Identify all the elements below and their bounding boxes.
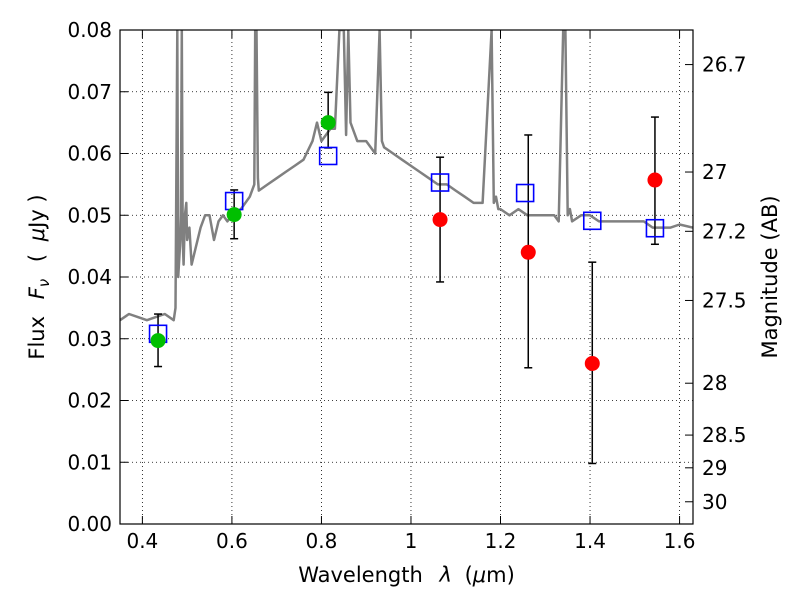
y-tick-label: 0.05 — [67, 203, 112, 227]
y-tick-label: 0.01 — [67, 450, 112, 474]
right-tick-label: 26.7 — [702, 53, 747, 77]
model-spectrum-line — [120, 30, 693, 322]
red-data-point — [520, 244, 536, 260]
x-tick-label: 0.8 — [306, 529, 338, 553]
right-tick-label: 27 — [702, 160, 727, 184]
y-tick-label: 0.00 — [67, 512, 112, 536]
green-data-point — [150, 333, 166, 349]
x-axis-label-unit-mu: μ — [472, 563, 486, 587]
y-tick-label: 0.08 — [67, 18, 112, 42]
y-tick-label: 0.04 — [67, 265, 112, 289]
y-axis-label-unit-open: ( — [25, 254, 49, 262]
right-tick-label: 27.2 — [702, 219, 747, 243]
y-tick-label: 0.07 — [67, 80, 112, 104]
green-data-point — [226, 207, 242, 223]
x-axis-label-unit-rest: m) — [486, 563, 515, 587]
y-tick-label: 0.06 — [67, 142, 112, 166]
red-data-point — [432, 212, 448, 228]
y-axis-label-unit-rest: Jy ) — [25, 194, 49, 230]
red-points-layer — [432, 172, 663, 371]
green-points-layer — [150, 115, 336, 349]
y-tick-label: 0.02 — [67, 389, 112, 413]
right-tick-label: 27.5 — [702, 288, 747, 312]
right-magnitude-ticks: 26.7 27 27.2 27.5 28 28.5 29 30 — [685, 53, 747, 514]
model-square-marker — [645, 218, 665, 238]
x-axis-label-unit-open: ( — [465, 563, 473, 587]
right-axis-label: Magnitude (AB) — [758, 195, 782, 358]
right-tick-label: 29 — [702, 456, 727, 480]
model-square-marker — [430, 173, 450, 192]
x-ticks: 0.4 0.6 0.8 1 1.2 1.4 1.6 — [126, 30, 695, 553]
y-axis-label-var: F — [25, 286, 49, 299]
x-tick-label: 1.6 — [664, 529, 696, 553]
model-spectrum-layer — [120, 30, 693, 322]
x-tick-label: 0.6 — [216, 529, 248, 553]
red-data-point — [584, 355, 600, 371]
model-square-marker — [582, 211, 602, 231]
x-tick-label: 1 — [405, 529, 418, 553]
model-squares-layer — [148, 146, 665, 344]
x-tick-label: 1.2 — [485, 529, 517, 553]
green-data-point — [320, 115, 336, 131]
grid-lines — [120, 29, 693, 525]
error-bars-layer — [154, 91, 659, 465]
right-tick-label: 28.5 — [702, 423, 747, 447]
x-axis-label-var: λ — [438, 563, 451, 587]
model-square-marker — [318, 146, 338, 166]
y-axis-label-unit-mu: μ — [25, 228, 49, 242]
red-data-point — [647, 172, 663, 188]
right-tick-label: 30 — [702, 490, 727, 514]
x-tick-label: 1.4 — [574, 529, 606, 553]
x-tick-label: 0.4 — [126, 529, 158, 553]
y-tick-label: 0.03 — [67, 327, 112, 351]
y-axis-label-main: Flux — [25, 316, 49, 360]
x-axis-label-main: Wavelength — [298, 563, 423, 587]
model-square-marker — [515, 183, 535, 203]
y-ticks: 0.00 0.01 0.02 0.03 0.04 0.05 0.06 0.07 0.08 — [67, 18, 128, 536]
x-axis-label: Wavelength λ (μm) — [298, 563, 515, 587]
y-axis-label-sub: ν — [35, 279, 53, 287]
right-tick-label: 28 — [702, 371, 727, 395]
plot-frame — [119, 29, 694, 525]
y-axis-label: Flux Fν ( μJy ) — [25, 194, 54, 359]
